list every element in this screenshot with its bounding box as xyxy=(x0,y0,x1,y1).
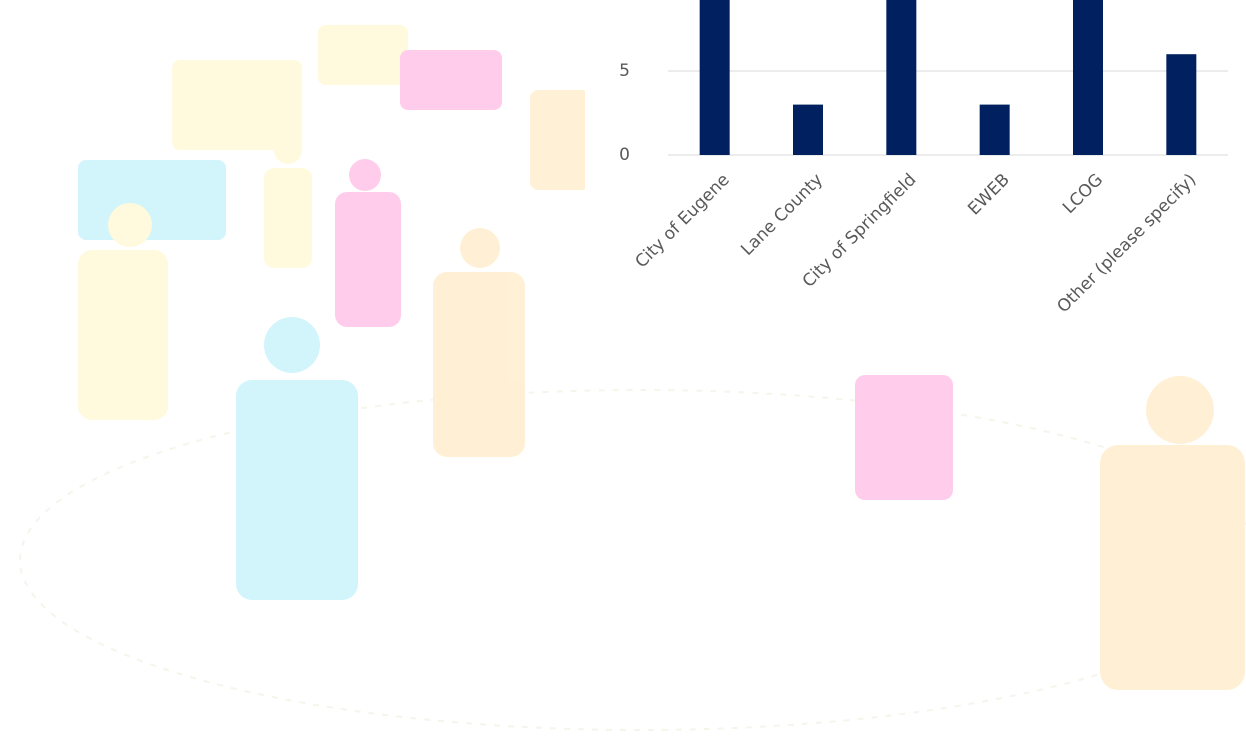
bar xyxy=(1073,0,1103,155)
y-tick-label: 5 xyxy=(619,61,630,81)
bar xyxy=(1166,54,1197,156)
bar xyxy=(886,0,917,155)
background-illustration xyxy=(19,25,1246,731)
bar xyxy=(979,104,1010,155)
y-tick-label: 0 xyxy=(619,145,630,165)
bar xyxy=(793,104,823,155)
bar xyxy=(699,0,730,155)
